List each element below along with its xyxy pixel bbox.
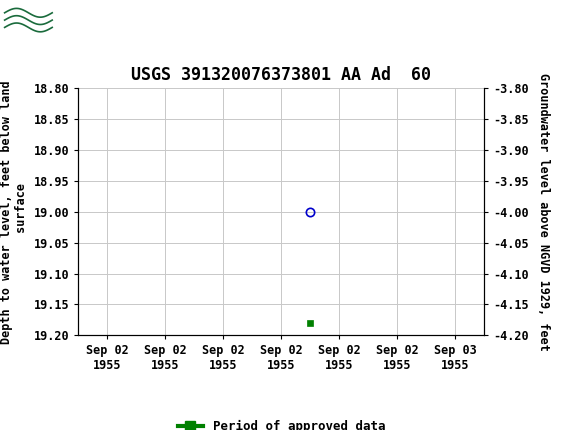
Y-axis label: Depth to water level, feet below land
 surface: Depth to water level, feet below land su…: [0, 80, 28, 344]
Text: USGS: USGS: [58, 9, 118, 28]
Legend: Period of approved data: Period of approved data: [172, 415, 390, 430]
Title: USGS 391320076373801 AA Ad  60: USGS 391320076373801 AA Ad 60: [131, 66, 432, 84]
Bar: [3, 3, 55, 34]
Y-axis label: Groundwater level above NGVD 1929, feet: Groundwater level above NGVD 1929, feet: [537, 73, 550, 351]
